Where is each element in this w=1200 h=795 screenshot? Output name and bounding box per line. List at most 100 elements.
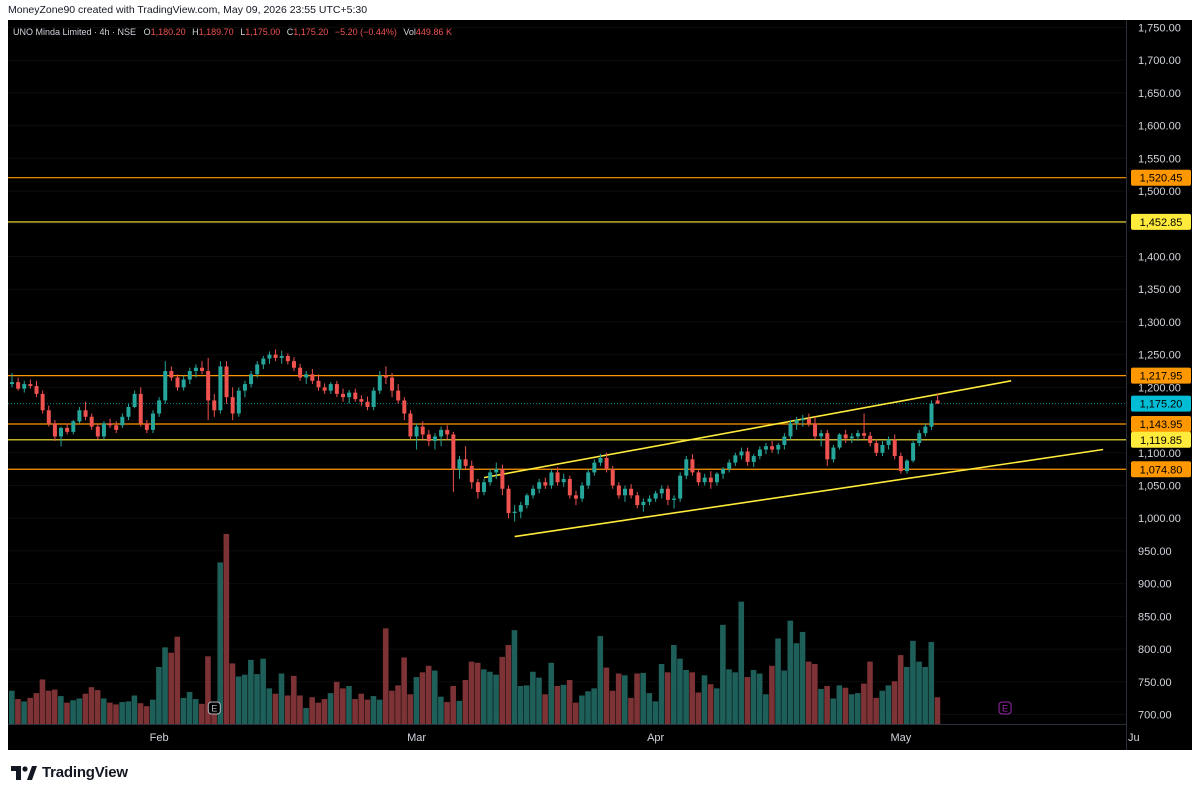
candle [776,442,781,455]
volume-bar [450,685,456,724]
candle-body [653,493,658,499]
candle-body [868,435,873,443]
volume-bar [125,701,132,724]
candle [193,364,198,378]
volume-bar [615,673,622,724]
candle-body [414,426,419,437]
volume-bar [793,643,800,724]
candle-body [531,488,536,496]
candle-body [206,371,211,401]
chart-credit: MoneyZone90 created with TradingView.com… [8,4,368,16]
price-tick-label: 1,050.00 [1138,481,1181,493]
legend-close-label: C [287,27,294,37]
candle-body [880,444,885,453]
candle [95,423,100,440]
volume-bar [609,690,616,724]
candle-body [874,442,879,453]
legend-high-value: 1,189.70 [199,27,234,37]
candle [120,413,125,428]
legend-volume-label: Vol [403,27,416,37]
candle [653,490,658,502]
candle-body [904,460,909,472]
volume-bar [916,661,922,724]
candle-body [561,478,566,483]
candle-body [273,354,278,358]
candle-body [555,472,560,483]
candle-body [218,366,223,411]
volume-bar [542,694,548,724]
candle-body [83,410,88,417]
candle-body [95,426,100,437]
candle-body [359,399,364,402]
candle-body [310,374,315,381]
price-tick-label: 1,750.00 [1138,23,1181,35]
candle [175,374,180,391]
candle-body [132,393,137,407]
volume-bar [658,664,665,724]
candle [206,357,211,421]
candle-body [647,498,652,502]
candle [22,380,27,393]
candle-body [770,446,775,450]
candle-body [365,401,370,407]
candle [813,416,818,440]
candle-body [420,426,425,435]
candle [573,490,578,506]
candle-body [629,488,634,496]
volume-bar [585,691,591,724]
volume-bar [149,699,156,724]
volume-bar [444,702,450,724]
candle [212,393,217,417]
candle [242,380,247,398]
price-tick-label: 850.00 [1138,611,1172,623]
candle-body [334,384,339,394]
volume-bar [382,628,389,724]
event-marker-box [207,701,221,715]
volume-bar [321,699,328,724]
candle-body [341,393,346,398]
candle-body [322,387,327,391]
candle [843,429,848,443]
candle-body [108,423,113,426]
tradingview-brand[interactable]: TradingView [10,764,128,781]
candle-body [819,433,824,437]
candle-body [537,482,542,489]
candle-body [543,482,548,486]
price-tick-label: 1,500.00 [1138,186,1181,198]
candle [604,452,609,473]
time-tick-label: Ju [1128,732,1140,744]
candle [255,361,260,378]
candle-body [291,361,296,368]
level-price-label: 1,452.85 [1131,213,1191,230]
candle [892,434,897,460]
candle-body [242,384,247,391]
volume-bar [76,698,83,724]
candle [911,441,916,463]
candles [10,349,940,522]
tradingview-brand-text: TradingView [42,764,128,781]
candle [16,377,21,391]
time-tick-label: Mar [407,732,426,744]
legend-change: −5.20 (−0.44%) [335,27,397,37]
top-bar: MoneyZone90 created with TradingView.com… [0,0,1200,20]
volume-bar [45,690,52,724]
earnings-event-icon: E [207,701,221,715]
candle [445,425,450,440]
candle [690,454,695,476]
candle-body [616,485,621,496]
volume-bar [812,664,818,724]
price-tick-label: 1,200.00 [1138,382,1181,394]
price-tick-label: 1,300.00 [1138,317,1181,329]
horizontal-levels [8,177,1126,470]
legend-symbol: UNO Minda Limited · 4h · NSE [13,27,136,37]
candle [101,421,106,440]
candle-body [175,377,180,388]
volume-bar [100,698,107,724]
candle [586,469,591,489]
candle-body [114,425,119,430]
volume-bar [566,680,573,724]
candle [714,472,719,486]
candle-body [898,456,903,472]
